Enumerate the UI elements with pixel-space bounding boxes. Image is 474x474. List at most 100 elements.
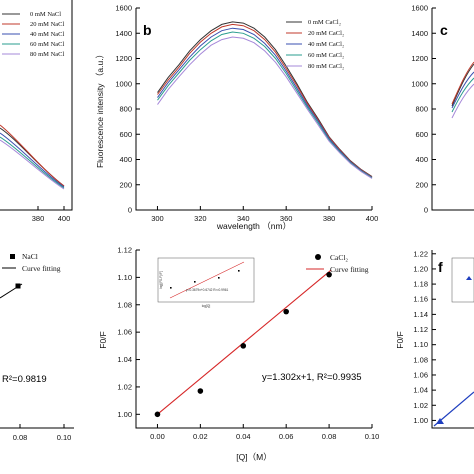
- panel-b-legend-entry: 80 mM CaCl₂: [308, 63, 344, 70]
- panel-e-ytick-label: 1.08: [117, 300, 132, 309]
- panel-f-label: f: [438, 259, 443, 275]
- panel-f-ytick-label: 1.18: [413, 280, 428, 289]
- panel-d-xtick-label: 0.10: [57, 433, 72, 442]
- panel-a-curve-1: [0, 124, 65, 187]
- panel-a-xtick-label: 400: [58, 214, 71, 223]
- panel-c-ytick-label: 400: [415, 155, 428, 164]
- panel-d-xtick-label: 0.08: [13, 433, 28, 442]
- panel-b-xtick-label: 360: [280, 214, 293, 223]
- panel-e-xlabel: [Q]（M）: [236, 452, 271, 462]
- panel-b-ylabel: Fluorescence intensity （a.u.）: [95, 50, 105, 168]
- panel-d-point: [15, 283, 21, 289]
- panel-f-ytick-label: 1.04: [413, 386, 428, 395]
- panel-e-inset-equation: y=0.3679x+0.6742 R²=0.9961: [186, 288, 228, 292]
- panel-a-curve-4: [0, 139, 65, 190]
- panel-c-ytick-label: 0: [424, 206, 428, 215]
- panel-f-ytick-label: 1.06: [413, 370, 428, 379]
- panel-b-ytick-label: 1600: [115, 4, 132, 13]
- panel-e-fit-line: [156, 269, 332, 416]
- panel-e-ytick-label: 1.10: [117, 273, 132, 282]
- panel-e-xtick-label: 0.00: [150, 432, 165, 441]
- panel-e-inset-frame: [157, 257, 255, 303]
- panel-b-yaxis: 1600 1400 1200 1000 800 600 400 200 0: [115, 4, 140, 215]
- panel-e-xtick-label: 0.08: [322, 432, 337, 441]
- panel-c-curve-0: [451, 63, 474, 107]
- panel-e-points: [154, 271, 332, 418]
- panel-f: 1.22 1.20 1.18 1.16 1.14 1.12 1.10 1.08 1.06 1.04…: [395, 249, 474, 429]
- panel-d-legend-marker: [10, 254, 15, 259]
- panel-f-yaxis: 1.22 1.20 1.18 1.16 1.14 1.12 1.10 1.08 1.06 1.04…: [413, 249, 436, 425]
- panel-c-ytick-label: 1400: [411, 29, 428, 38]
- panel-b-xtick-label: 340: [237, 214, 250, 223]
- panel-e-legend-points: CaCl₂: [330, 253, 348, 262]
- panel-e-fit-line-segment: [156, 269, 332, 416]
- panel-c-curve-1: [451, 61, 474, 105]
- panel-a-xtick-label: 380: [32, 214, 45, 223]
- panel-e-ytick-label: 1.02: [117, 382, 132, 391]
- panel-e-xtick-label: 0.06: [279, 432, 294, 441]
- panel-b-label: b: [143, 22, 152, 38]
- panel-e-ytick-label: 1.00: [117, 410, 132, 419]
- panel-b-legend: 0 mM CaCl₂ 20 mM CaCl₂ 40 mM CaCl₂ 60 mM…: [286, 19, 344, 70]
- panel-f-ytick-label: 1.22: [413, 249, 428, 258]
- panel-e-xaxis: 0.00 0.02 0.04 0.06 0.08 0.10: [150, 424, 379, 441]
- panel-c-yaxis: 1600 1400 1200 1000 800 600 400 200 0: [411, 4, 436, 215]
- panel-f-ytick-label: 1.10: [413, 340, 428, 349]
- panel-c-label: c: [440, 22, 448, 38]
- panel-e-point: [326, 271, 332, 278]
- panel-a-legend-entry: 0 mM NaCl: [30, 11, 61, 18]
- panel-e-point: [283, 308, 289, 315]
- panel-b-ytick-label: 200: [119, 180, 132, 189]
- panel-f-ylabel: F0/F: [395, 331, 405, 348]
- panel-b-xtick-label: 400: [366, 214, 379, 223]
- panel-b-xlabel: wavelength （nm）: [216, 221, 291, 231]
- panel-f-ytick-label: 1.00: [413, 416, 428, 425]
- panel-b-legend-entry: 40 mM CaCl₂: [308, 41, 344, 48]
- panel-c: 1600 1400 1200 1000 800 600 400 200 0 c: [411, 4, 474, 215]
- panel-e-inset-ylabel: log[(F0-F)/F]: [159, 271, 163, 289]
- panel-e-axes: [135, 250, 372, 429]
- panel-b-ytick-label: 1400: [115, 29, 132, 38]
- panel-e-yaxis: 1.12 1.10 1.08 1.06 1.04 1.02 1.00: [117, 246, 140, 419]
- panel-e-ylabel: F0/F: [98, 331, 108, 348]
- panel-c-ytick-label: 600: [415, 130, 428, 139]
- panel-b-legend-entry: 20 mM CaCl₂: [308, 30, 344, 37]
- panel-c-ytick-label: 1200: [411, 54, 428, 63]
- panel-c-curve-3: [451, 77, 474, 113]
- panel-b-series: [157, 21, 373, 179]
- panel-b-series-line-1: [157, 23, 373, 178]
- panel-c-curve-4: [451, 83, 474, 119]
- panel-a-curve-3: [0, 136, 65, 189]
- panel-b-legend-entry: 60 mM CaCl₂: [308, 52, 344, 59]
- panel-e: 1.121.101.081.061.041.021.00 0.00 0.02 0.0…: [98, 246, 379, 463]
- panel-e-xtick-label: 0.04: [236, 432, 251, 441]
- panel-a-legend-entry: 20 mM NaCl: [30, 21, 65, 28]
- panel-e-inset-fit: [169, 261, 245, 299]
- panel-a-legend: 0 mM NaCl 20 mM NaCl 40 mM NaCl 60 mM Na…: [2, 11, 65, 58]
- panel-b-ytick-label: 0: [128, 206, 132, 215]
- panel-e-ytick-label: 1.12: [117, 246, 132, 255]
- panel-b-ytick-label: 600: [119, 130, 132, 139]
- panel-f-point: [436, 418, 444, 424]
- panel-f-inset-frame: [451, 257, 474, 303]
- panel-d-legend-points: NaCl: [22, 252, 38, 261]
- panel-e-point: [154, 411, 161, 418]
- panel-f-ytick-label: 1.08: [413, 355, 428, 364]
- panel-d-equation: R²=0.9819: [2, 374, 47, 385]
- panel-b-ytick-label: 1200: [115, 54, 132, 63]
- panel-a-legend-entry: 60 mM NaCl: [30, 41, 65, 48]
- panel-d-legend-fit: Curve fitting: [22, 264, 61, 273]
- panel-b-ytick-label: 800: [119, 105, 132, 114]
- panel-a-axes: [0, 0, 73, 211]
- panel-e-ytick-label: 1.04: [117, 355, 132, 364]
- panel-c-ytick-label: 200: [415, 180, 428, 189]
- panel-c-curve-2: [451, 71, 474, 109]
- panel-b-legend-entry: 0 mM CaCl₂: [308, 19, 341, 26]
- panel-b-xaxis: 300 320 340 360 380 400: [151, 206, 378, 223]
- panel-f-ytick-label: 1.20: [413, 264, 428, 273]
- panel-c-ytick-label: 800: [415, 105, 428, 114]
- panel-e-xtick-label: 0.10: [365, 432, 380, 441]
- panel-b-xtick-label: 320: [194, 214, 207, 223]
